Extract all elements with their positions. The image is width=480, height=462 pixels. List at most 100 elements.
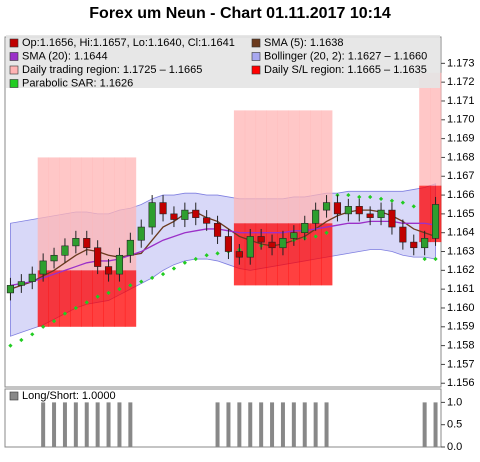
bar <box>259 402 264 447</box>
legend-box <box>6 35 440 88</box>
sar-dot <box>368 194 373 200</box>
bar <box>313 402 318 447</box>
bar <box>52 402 57 447</box>
sar-dot <box>389 198 395 203</box>
bar <box>95 402 100 447</box>
sar-dot <box>422 256 427 262</box>
candle-body <box>94 247 102 267</box>
y-tick-label: 1.159 <box>447 321 475 333</box>
candle-body <box>83 238 91 249</box>
bar <box>324 402 329 447</box>
candle-body <box>181 209 189 220</box>
candle-body <box>170 213 178 220</box>
y-tick-label: 1.168 <box>447 151 475 163</box>
bar <box>422 402 427 447</box>
y-tick-label: 1.158 <box>447 340 475 352</box>
region <box>48 270 60 327</box>
region <box>81 270 93 327</box>
line <box>10 209 436 290</box>
legend-label: SMA (20): 1.1644 <box>22 50 108 62</box>
bar <box>248 402 253 447</box>
region <box>255 223 267 286</box>
candle-body <box>224 236 233 252</box>
candle-body <box>322 202 331 211</box>
y-tick-label: 0.5 <box>447 419 462 431</box>
sar-dot <box>128 283 133 288</box>
candle-body <box>301 222 309 233</box>
legend-swatch <box>251 52 261 61</box>
bar <box>62 402 67 447</box>
candle-body <box>72 238 80 247</box>
region <box>233 110 246 224</box>
legend-swatch <box>9 391 19 401</box>
candle-body <box>279 238 287 249</box>
region <box>266 110 278 224</box>
sar-dot <box>215 251 220 256</box>
region <box>124 157 137 271</box>
candle-body <box>203 217 211 224</box>
region <box>103 157 115 271</box>
candle-body <box>213 222 222 237</box>
region <box>288 223 300 286</box>
y-tick-label: 1.169 <box>447 133 475 145</box>
sar-dot <box>139 279 144 284</box>
sar-dot <box>204 253 209 258</box>
legend-swatch <box>9 65 19 75</box>
candle-body <box>6 285 15 294</box>
bar <box>433 402 438 447</box>
sar-dot <box>150 275 155 280</box>
bar <box>302 402 307 447</box>
candle-body <box>421 238 429 249</box>
region <box>92 157 104 271</box>
y-tick-label: 1.157 <box>447 358 475 370</box>
legend-swatch <box>251 38 261 48</box>
sar-dot <box>433 256 438 262</box>
bar <box>280 402 285 447</box>
legend-label: Long/Short: 1.0000 <box>22 390 116 402</box>
region <box>277 110 289 224</box>
y-tick-label: 0.0 <box>447 441 462 453</box>
region <box>114 157 126 271</box>
region <box>70 270 82 327</box>
y-tick-label: 1.160 <box>447 302 475 314</box>
bar <box>291 402 296 447</box>
y-tick-label: 1.163 <box>447 245 475 257</box>
candle-body <box>410 241 418 249</box>
y-tick-label: 1.0 <box>447 396 462 408</box>
region <box>321 110 333 224</box>
sar-dot <box>357 194 362 200</box>
sar-dot <box>182 260 187 265</box>
region <box>310 110 322 224</box>
candle-body <box>115 254 124 275</box>
region <box>255 110 267 224</box>
legend-label: Bollinger (20, 2): 1.1627 – 1.1660 <box>264 50 427 62</box>
region <box>419 185 431 243</box>
bar <box>270 402 275 447</box>
y-tick-label: 1.166 <box>447 189 475 201</box>
region <box>310 223 322 286</box>
chart-title: Forex um Neun - Chart 01.11.2017 10:14 <box>89 5 391 22</box>
region <box>124 270 137 327</box>
y-tick-label: 1.173 <box>447 57 475 69</box>
region <box>37 270 49 327</box>
candle-body <box>290 232 298 239</box>
y-tick-label: 1.164 <box>447 227 475 239</box>
region <box>288 110 300 224</box>
sar-dot <box>400 200 405 205</box>
region <box>81 157 93 271</box>
candle-body <box>344 206 352 215</box>
legend-label: Op:1.1656, Hi:1.1657, Lo:1.1640, Cl:1.16… <box>22 37 235 49</box>
region <box>430 72 442 186</box>
bar <box>84 402 89 447</box>
y-tick-label: 1.172 <box>447 76 475 88</box>
y-tick-label: 1.162 <box>447 264 475 276</box>
legend-swatch <box>9 38 19 48</box>
candle-body <box>399 226 407 243</box>
sar-dot <box>160 271 166 277</box>
region <box>299 110 311 224</box>
y-tick-label: 1.156 <box>447 377 475 389</box>
bar <box>106 402 111 447</box>
region <box>59 270 71 327</box>
candle-body <box>377 209 385 218</box>
sar-dot <box>346 192 351 198</box>
